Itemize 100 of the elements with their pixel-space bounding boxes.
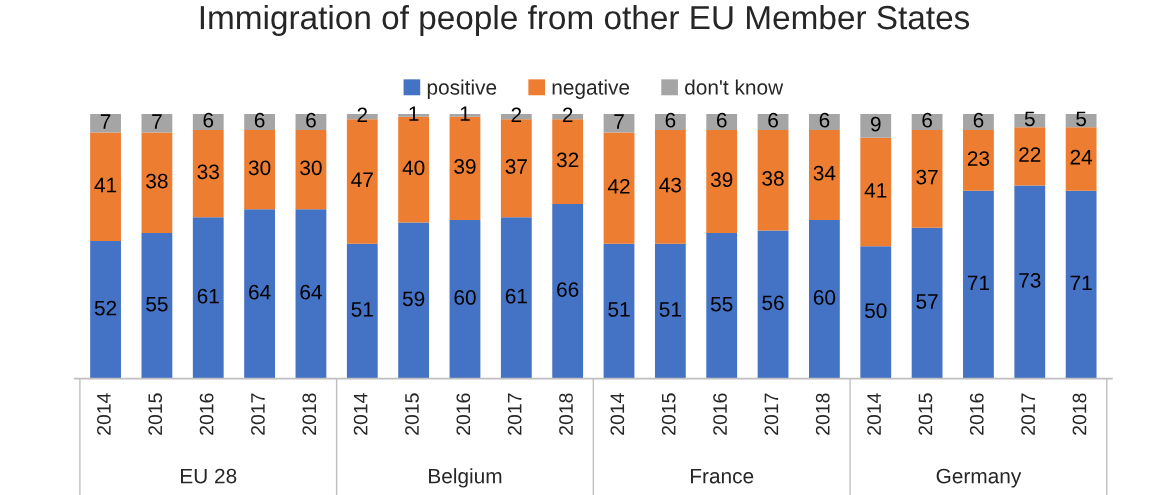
data-label: 7 — [100, 114, 111, 129]
data-label: 40 — [402, 160, 425, 176]
data-label: 51 — [659, 302, 681, 317]
data-label: 64 — [249, 284, 271, 300]
bar — [654, 114, 686, 130]
bar — [809, 219, 840, 379]
data-label: 5 — [1076, 111, 1087, 127]
data-label: 6 — [768, 112, 778, 128]
text: Belgium — [429, 468, 502, 488]
x-tick-label: 2017 — [507, 393, 522, 435]
data-label: 34 — [813, 165, 836, 181]
bar — [1065, 190, 1097, 379]
x-tick-label: 2016 — [456, 393, 471, 435]
bar — [963, 114, 994, 130]
bar — [141, 132, 173, 234]
data-label: 7 — [614, 114, 624, 129]
bar — [192, 217, 224, 379]
x-tick-label: 2017 — [1021, 393, 1035, 435]
data-label: 38 — [762, 171, 784, 186]
data-label: 47 — [351, 172, 373, 187]
x-tick-label: 2015 — [148, 393, 163, 435]
data-label: 55 — [146, 296, 168, 312]
data-label: 6 — [306, 112, 316, 128]
x-tick-label: 2017 — [251, 393, 265, 435]
data-label: 52 — [94, 300, 117, 316]
data-label: 64 — [300, 284, 322, 300]
bar — [90, 132, 121, 242]
bar — [654, 129, 686, 244]
data-label: 32 — [556, 152, 579, 168]
bar — [860, 114, 892, 138]
bar — [911, 227, 943, 379]
data-label: 2 — [357, 107, 368, 123]
x-tick-label: 2016 — [969, 393, 984, 435]
bar — [603, 114, 635, 133]
data-label: 51 — [351, 302, 373, 317]
data-label: 43 — [659, 177, 682, 193]
legend-label: positive — [427, 79, 497, 99]
bar — [552, 204, 584, 379]
text: Germany — [936, 468, 1022, 488]
data-label: 30 — [300, 160, 322, 176]
data-label: 39 — [454, 159, 476, 174]
x-tick-label: 2015 — [661, 393, 676, 435]
x-tick-label: 2018 — [302, 393, 317, 435]
x-tick-label: 2014 — [867, 393, 881, 435]
bar — [963, 190, 994, 379]
bar — [346, 243, 378, 379]
bar — [1065, 127, 1097, 191]
x-tick-label: 2018 — [815, 393, 830, 435]
bar — [244, 114, 275, 130]
x-tick-label: 2015 — [918, 393, 933, 435]
data-label: 57 — [916, 294, 938, 309]
data-label: 2 — [562, 107, 573, 123]
bar — [860, 137, 892, 247]
data-label: 33 — [197, 164, 219, 180]
bar — [809, 114, 840, 130]
chart-title: Immigration of people from other EU Member States — [200, 4, 970, 37]
bar — [757, 129, 789, 231]
data-label: 61 — [505, 288, 527, 304]
bar — [192, 129, 224, 218]
bar — [500, 217, 532, 379]
bar — [654, 243, 686, 379]
data-label: 7 — [152, 114, 162, 129]
data-label: 60 — [454, 290, 476, 305]
data-label: 24 — [1070, 149, 1093, 165]
data-label: 61 — [197, 288, 219, 304]
data-label: 6 — [716, 112, 727, 128]
bar — [244, 129, 275, 210]
data-label: 6 — [665, 112, 676, 128]
data-label: 2 — [511, 107, 522, 123]
bar — [244, 209, 275, 379]
x-tick-label: 2015 — [405, 393, 419, 435]
bar — [706, 129, 738, 234]
bar — [860, 246, 892, 379]
bar — [192, 114, 224, 130]
bar — [1014, 185, 1046, 379]
data-label: 6 — [819, 112, 830, 128]
bar — [141, 114, 173, 133]
x-tick-label: 2014 — [353, 393, 368, 435]
x-tick-label: 2016 — [199, 393, 214, 435]
bar — [295, 129, 327, 210]
data-label: 66 — [557, 282, 579, 297]
data-label: 42 — [607, 178, 630, 194]
data-label: 55 — [710, 296, 733, 312]
data-label: 71 — [1070, 275, 1092, 291]
data-label: 22 — [1019, 147, 1041, 162]
bar — [963, 129, 994, 191]
data-label: 38 — [146, 173, 168, 189]
data-label: 56 — [762, 295, 784, 311]
data-label: 60 — [813, 290, 836, 305]
x-tick-label: 2018 — [559, 393, 573, 435]
data-label: 37 — [916, 169, 938, 185]
data-label: 30 — [248, 160, 271, 176]
data-label: 6 — [922, 112, 932, 128]
data-label: 41 — [864, 183, 887, 198]
x-tick-label: 2014 — [610, 393, 625, 435]
bar — [398, 222, 430, 379]
data-label: 71 — [967, 275, 990, 291]
data-label: 6 — [203, 112, 214, 128]
data-label: 9 — [870, 116, 881, 132]
data-label: 41 — [94, 177, 117, 193]
